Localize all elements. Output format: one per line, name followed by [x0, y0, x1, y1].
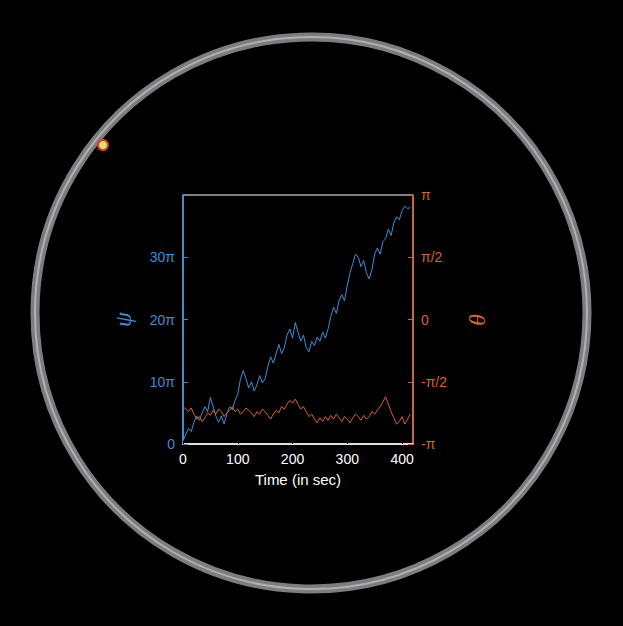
svg-text:20π: 20π [150, 312, 176, 328]
svg-text:200: 200 [281, 451, 305, 467]
svg-text:π: π [421, 187, 431, 203]
svg-text:0: 0 [421, 312, 429, 328]
svg-text:Time (in sec): Time (in sec) [255, 471, 341, 488]
svg-text:100: 100 [226, 451, 250, 467]
svg-text:θ: θ [464, 314, 490, 326]
svg-text:30π: 30π [150, 249, 176, 265]
svg-text:0: 0 [179, 451, 187, 467]
svg-text:0: 0 [167, 436, 175, 452]
svg-text:-π/2: -π/2 [421, 374, 447, 390]
svg-text:300: 300 [336, 451, 360, 467]
svg-text:400: 400 [390, 451, 414, 467]
svg-text:-π: -π [421, 436, 436, 452]
svg-text:ψ: ψ [110, 311, 136, 327]
svg-text:10π: 10π [150, 374, 176, 390]
svg-text:π/2: π/2 [421, 249, 443, 265]
